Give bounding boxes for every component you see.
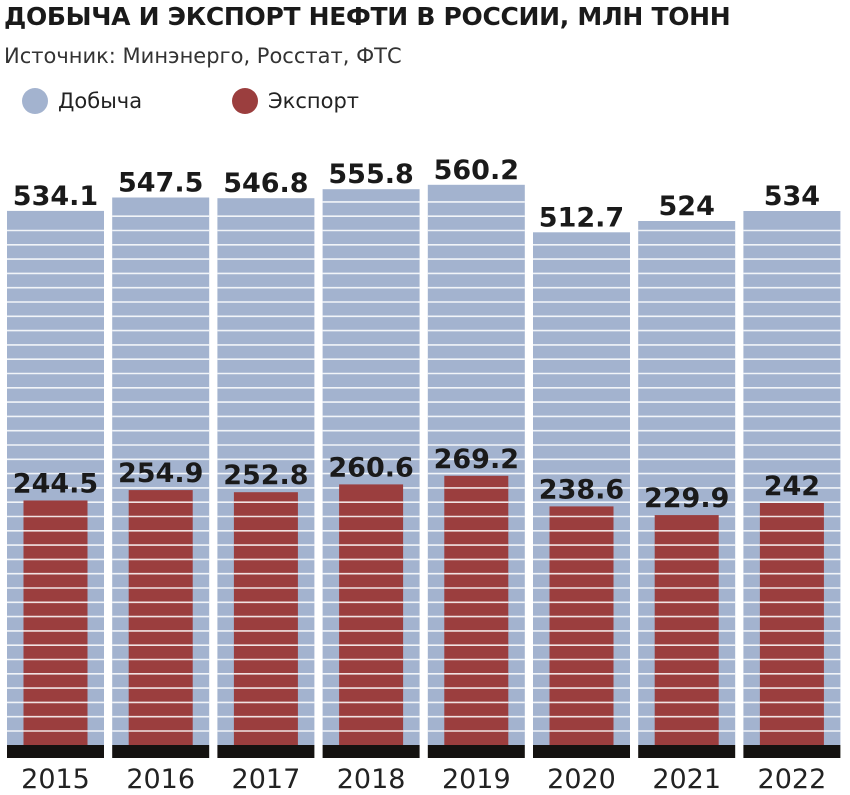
- production-bar-stripes-2020: [533, 244, 630, 732]
- export-bar-2020: [549, 506, 614, 745]
- export-value-label-2022: 242: [764, 471, 820, 502]
- x-tick-label-2019: 2019: [442, 764, 511, 795]
- export-value-label-2015: 244.5: [13, 469, 98, 500]
- production-value-label-2021: 524: [659, 191, 715, 222]
- production-bar-stripes-2019: [427, 201, 525, 732]
- chart-title: ДОБЫЧА И ЭКСПОРТ НЕФТИ В РОССИИ, МЛН ТОН…: [4, 2, 731, 31]
- export-value-label-2021: 229.9: [644, 483, 729, 514]
- x-tick-label-2017: 2017: [232, 764, 301, 795]
- chart-source: Источник: Минэнерго, Росстат, ФТС: [4, 44, 402, 68]
- legend-swatch-export: [232, 88, 258, 114]
- production-value-label-2018: 555.8: [328, 159, 413, 190]
- export-bar-2021: [654, 515, 719, 745]
- export-value-label-2019: 269.2: [434, 444, 519, 475]
- legend-item-export: Экспорт: [232, 88, 359, 114]
- baseline-strip-2022: [743, 745, 841, 758]
- export-bar-2022: [759, 503, 824, 745]
- production-value-label-2015: 534.1: [13, 181, 98, 212]
- export-bar-stripes-2021: [654, 529, 719, 732]
- export-bar-stripes-2018: [339, 501, 404, 732]
- export-value-label-2017: 252.8: [223, 460, 308, 491]
- production-value-label-2020: 512.7: [539, 202, 624, 233]
- legend-item-production: Добыча: [22, 88, 142, 114]
- production-value-label-2022: 534: [764, 181, 820, 212]
- export-bar-2015: [23, 500, 88, 745]
- x-tick-label-2016: 2016: [126, 764, 195, 795]
- baseline-strip-2015: [7, 745, 104, 758]
- legend-swatch-production: [22, 88, 48, 114]
- baseline-strip-2020: [533, 745, 630, 758]
- x-tick-label-2020: 2020: [547, 764, 616, 795]
- export-bar-stripes-2016: [128, 501, 193, 732]
- baseline-strip-2021: [638, 745, 736, 758]
- export-bar-2018: [339, 484, 404, 745]
- export-bar-stripes-2020: [549, 515, 614, 732]
- x-tick-label-2015: 2015: [21, 764, 90, 795]
- x-tick-label-2018: 2018: [337, 764, 406, 795]
- baseline-strip-2019: [427, 745, 525, 758]
- export-bar-stripes-2022: [759, 515, 824, 732]
- production-value-label-2019: 560.2: [434, 155, 519, 186]
- export-bar-stripes-2015: [23, 515, 88, 732]
- x-tick-label-2022: 2022: [758, 764, 827, 795]
- export-value-label-2020: 238.6: [539, 474, 624, 505]
- production-value-label-2017: 546.8: [223, 168, 308, 199]
- production-value-label-2016: 547.5: [118, 168, 203, 199]
- baseline-strip-2018: [322, 745, 420, 758]
- baseline-strip-2016: [112, 745, 210, 758]
- export-bar-2016: [128, 490, 193, 745]
- export-bar-stripes-2019: [444, 487, 509, 732]
- export-bar-2019: [444, 475, 509, 745]
- legend-label-production: Добыча: [58, 89, 143, 113]
- export-bar-stripes-2017: [233, 501, 298, 732]
- legend-label-export: Экспорт: [268, 89, 360, 113]
- export-value-label-2016: 254.9: [118, 458, 203, 489]
- export-value-label-2018: 260.6: [328, 452, 413, 483]
- baseline-strip-2017: [217, 745, 315, 758]
- x-tick-label-2021: 2021: [652, 764, 721, 795]
